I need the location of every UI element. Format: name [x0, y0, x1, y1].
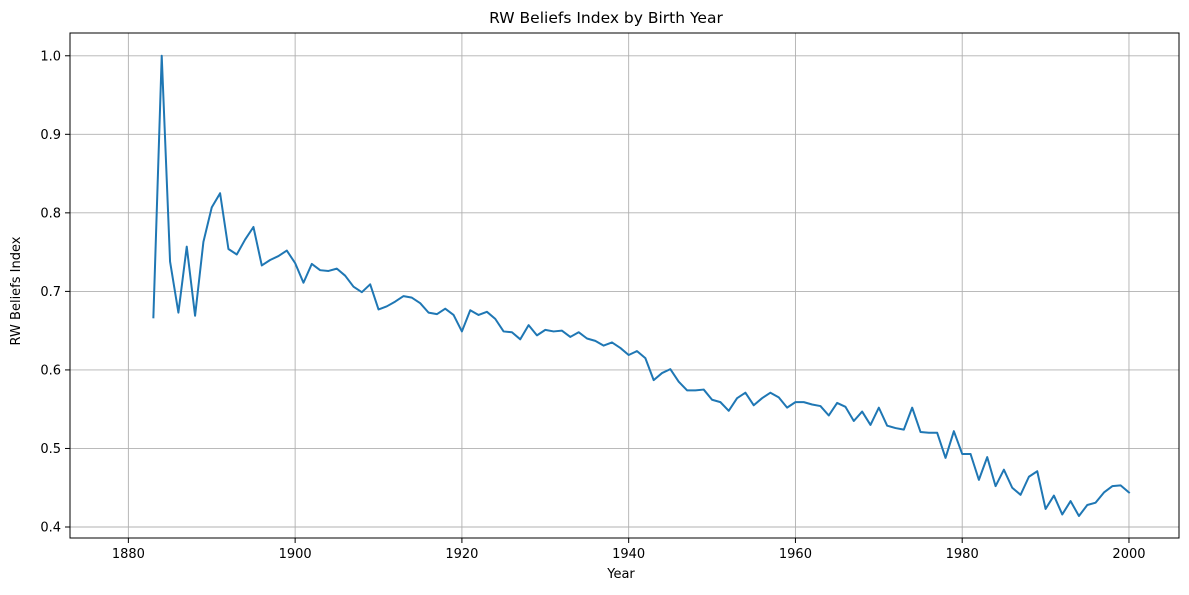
- series-layer: [152, 54, 1131, 518]
- y-tick-label: 0.6: [40, 363, 61, 378]
- y-tick-label: 1.0: [40, 49, 61, 64]
- x-axis-label: Year: [606, 567, 635, 582]
- x-tick-label: 2000: [1112, 547, 1145, 562]
- x-tick-label: 1940: [612, 547, 645, 562]
- y-tick-label: 0.4: [40, 521, 61, 536]
- y-tick-label: 0.9: [40, 128, 61, 143]
- y-axis-label: RW Beliefs Index: [9, 236, 24, 345]
- grid-lines: [70, 33, 1179, 538]
- x-tick-label: 1900: [279, 547, 312, 562]
- y-axis-ticks: 0.4 0.5 0.6 0.7 0.8 0.9 1.0: [40, 49, 70, 536]
- chart-title: RW Beliefs Index by Birth Year: [489, 9, 723, 27]
- x-axis-ticks: 1880 1900 1920 1940 1960 1980 2000: [112, 538, 1146, 562]
- y-tick-label: 0.7: [40, 285, 61, 300]
- x-tick-label: 1960: [779, 547, 812, 562]
- plot-frame: [69, 32, 1180, 539]
- series-line: [152, 54, 1131, 518]
- x-tick-label: 1880: [112, 547, 145, 562]
- x-tick-label: 1920: [445, 547, 478, 562]
- x-tick-label: 1980: [946, 547, 979, 562]
- y-tick-label: 0.8: [40, 206, 61, 221]
- y-tick-label: 0.5: [40, 442, 61, 457]
